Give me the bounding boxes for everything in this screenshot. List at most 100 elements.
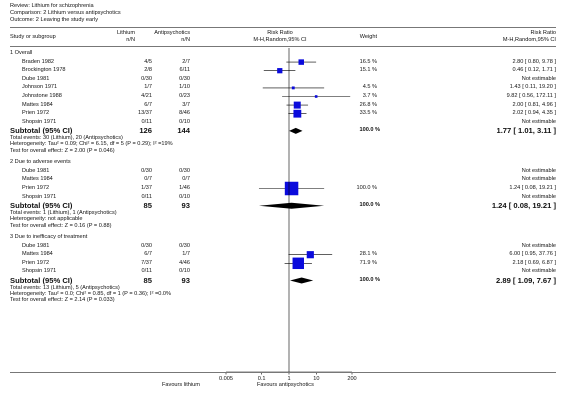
study-ci: 9.82 [ 0.56, 172.11 ] [506,93,556,99]
x-tick-label: 1 [287,376,291,382]
study-weight: 28.1 % [359,251,377,258]
study-name: Mattes 1984 [22,101,53,108]
subtotal-label: Subtotal (95% CI) [10,126,73,136]
column-header-study: Study or subgroup [10,34,56,40]
antipsychotic-events: 0/30 [179,75,190,82]
antipsychotic-events: 2/7 [182,58,190,65]
study-ci: 2.00 [ 0.81, 4.96 ] [512,101,556,108]
antipsychotic-events: 1/46 [179,185,190,191]
antipsychotic-events: 0/7 [182,176,190,183]
study-name: Dube 1981 [22,75,50,82]
study-weight: 71.9 % [359,259,377,266]
antipsychotic-events: 1/10 [179,84,190,91]
column-header-risk-ratio-plot: Risk Ratio [267,30,293,36]
antipsychotic-events: 0/10 [179,193,190,200]
lithium-events: 0/30 [141,242,152,249]
study-weight: 3.7 % [362,93,377,99]
point-estimate [277,68,283,74]
antipsychotic-events: 4/46 [179,259,190,266]
study-ci: 2.02 [ 0.94, 4.35 ] [512,110,556,117]
study-ci: 2.18 [ 0.69, 6.87 ] [512,259,556,266]
study-ci: 0.46 [ 0.12, 1.71 ] [512,67,556,74]
subtotal-diamond [258,202,325,209]
subtotal-weight: 100.0 % [359,202,380,209]
study-ci: 6.00 [ 0.95, 37.76 ] [509,251,556,258]
subtotal-diamond [289,127,303,134]
antipsychotic-events: 8/46 [179,110,190,117]
subtotal-lithium-n: 85 [143,276,152,285]
study-weight: 15.1 % [359,67,377,74]
subtotal-weight: 100.0 % [359,127,380,134]
lithium-events: 6/7 [144,101,152,108]
subtotal-note: Test for overall effect: Z = 0.16 (P = 0… [10,222,112,229]
lithium-events: 4/21 [141,93,152,99]
antipsychotic-events: 0/10 [179,268,190,275]
subtotal-weight: 100.0 % [359,277,380,283]
antipsychotic-events: 0/30 [179,167,190,174]
study-name: Prien 1972 [22,185,50,191]
study-ci: Not estimable [521,118,556,125]
point-estimate [306,251,314,259]
footer-rule [10,372,556,373]
x-tick-label: 200 [347,376,357,382]
subtotal-note: Test for overall effect: Z = 2.00 (P = 0… [10,147,115,154]
study-name: Dube 1981 [22,242,50,249]
antipsychotic-events: 3/7 [182,101,190,108]
study-name: Shopsin 1971 [22,193,57,200]
study-name: Mattes 1984 [22,251,53,258]
subtotal-note: Total events: 30 (Lithium), 20 (Antipsyc… [10,135,123,141]
antipsychotic-events: 0/23 [179,93,190,99]
study-name: Johnson 1971 [22,84,58,91]
column-header-antipsychotics-sub: n/N [181,37,190,43]
subtotal-note: Heterogeneity: Tau² = 0.09; Chi² = 6.15,… [10,141,173,148]
study-ci: Not estimable [521,167,556,174]
lithium-events: 0/30 [141,75,152,82]
study-weight: 4.5 % [362,84,377,91]
column-header-risk-ratio-sub: M-H,Random,95% CI [502,37,556,43]
study-ci: Not estimable [521,268,556,275]
lithium-events: 4/5 [144,58,152,65]
point-estimate [314,95,318,98]
antipsychotic-events: 0/30 [179,242,190,249]
point-estimate [293,101,301,109]
subtotal-note: Test for overall effect: Z = 2.14 (P = 0… [10,297,115,304]
study-name: Johnstone 1988 [22,93,62,99]
favours-right-label: Favours antipsychotics [257,382,314,388]
lithium-events: 1/37 [141,185,152,191]
study-name: Braden 1982 [22,58,55,65]
column-header-lithium-sub: n/N [126,37,135,43]
subgroup-title: 2 Due to adverse events [10,159,71,166]
column-header-risk-ratio-plot-sub: M-H,Random,95% CI [253,37,307,43]
study-name: Prien 1972 [22,110,50,117]
study-ci: 2.80 [ 0.80, 9.78 ] [512,58,556,65]
column-header-weight: Weight [359,34,377,40]
subgroup-title: 1 Overall [10,50,33,56]
subtotal-note: Total events: 1 (Lithium), 1 (Antipsycho… [10,209,117,216]
subtotal-note: Heterogeneity: not applicable [10,216,83,223]
study-name: Brockington 1978 [22,67,66,74]
header-top-rule [10,27,556,28]
lithium-events: 7/37 [141,259,152,266]
lithium-events: 0/7 [144,176,152,183]
x-tick-label: 0.005 [219,376,233,382]
point-estimate [284,181,299,196]
study-name: Prien 1972 [22,259,50,266]
subtotal-note: Heterogeneity: Tau² = 0.0; Chi² = 0.85, … [10,291,172,297]
subtotal-lithium-n: 126 [139,126,152,136]
antipsychotic-events: 0/10 [179,118,190,125]
lithium-events: 2/8 [144,67,152,74]
subtotal-note: Total events: 13 (Lithium), 5 (Antipsych… [10,284,120,291]
lithium-events: 6/7 [144,251,152,258]
column-header-antipsychotics: Antipsychotics [154,30,190,36]
subtotal-label: Subtotal (95% CI) [10,276,73,285]
point-estimate [293,109,302,118]
subtotal-diamond [290,277,314,284]
x-tick-label: 10 [313,376,320,382]
subtotal-lithium-n: 85 [143,201,152,211]
point-estimate [292,257,304,270]
study-ci: 1.24 [ 0.08, 19.21 ] [509,185,556,191]
study-weight: 33.5 % [359,110,377,117]
subtotal-antipsychotics-n: 93 [181,201,190,211]
lithium-events: 0/11 [141,268,152,275]
